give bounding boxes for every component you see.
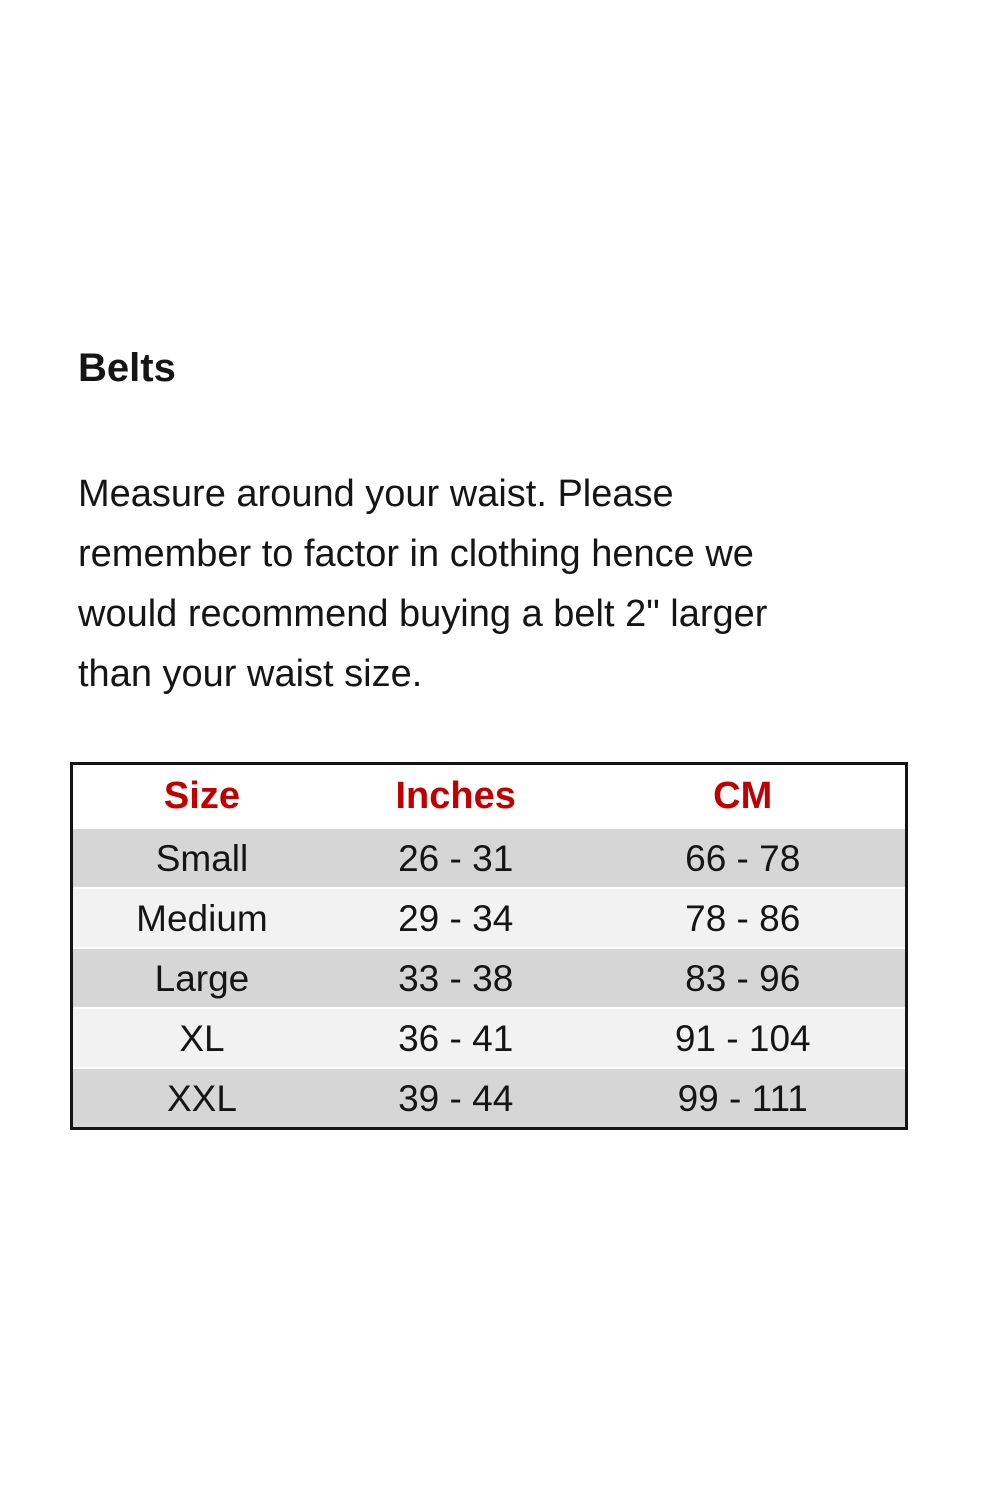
cm-range: 78 - 86 — [685, 897, 801, 939]
inches-range: 33 - 38 — [398, 957, 514, 999]
size-label: Medium — [136, 897, 268, 939]
page-title: Belts — [78, 346, 176, 390]
cm-range: 91 - 104 — [674, 1017, 811, 1059]
column-header-size: Size — [163, 775, 240, 817]
size-label: Large — [154, 957, 250, 999]
table-row-xxl: XXL 39 - 44 99 - 111 — [73, 1069, 905, 1127]
inches-range: 39 - 44 — [398, 1077, 514, 1119]
inches-range: 29 - 34 — [398, 897, 514, 939]
inches-range: 36 - 41 — [398, 1017, 514, 1059]
size-label: XL — [179, 1017, 225, 1059]
cm-range: 66 - 78 — [685, 837, 801, 879]
instructions-line-1: Measure around your waist. Please — [78, 473, 674, 515]
instructions-line-3: would recommend buying a belt 2" larger — [78, 593, 768, 635]
instructions-line-2: remember to factor in clothing hence we — [78, 533, 754, 575]
table-row-xl: XL 36 - 41 91 - 104 — [73, 1009, 905, 1067]
cm-range: 83 - 96 — [685, 957, 801, 999]
table-row-small: Small 26 - 31 66 - 78 — [73, 829, 905, 887]
table-header-row: Size Inches CM — [73, 765, 905, 827]
belt-size-table: Size Inches CM Small 26 - 31 66 - 78 Med… — [70, 762, 908, 1130]
column-header-inches: Inches — [395, 775, 516, 817]
measuring-instructions: Measure around your waist. Please rememb… — [78, 464, 767, 704]
table-row-large: Large 33 - 38 83 - 96 — [73, 949, 905, 1007]
size-label: XXL — [166, 1077, 237, 1119]
column-header-cm: CM — [713, 775, 773, 817]
inches-range: 26 - 31 — [398, 837, 514, 879]
table-row-medium: Medium 29 - 34 78 - 86 — [73, 889, 905, 947]
cm-range: 99 - 111 — [677, 1077, 808, 1119]
size-label: Small — [155, 837, 249, 879]
instructions-line-4: than your waist size. — [78, 653, 423, 695]
